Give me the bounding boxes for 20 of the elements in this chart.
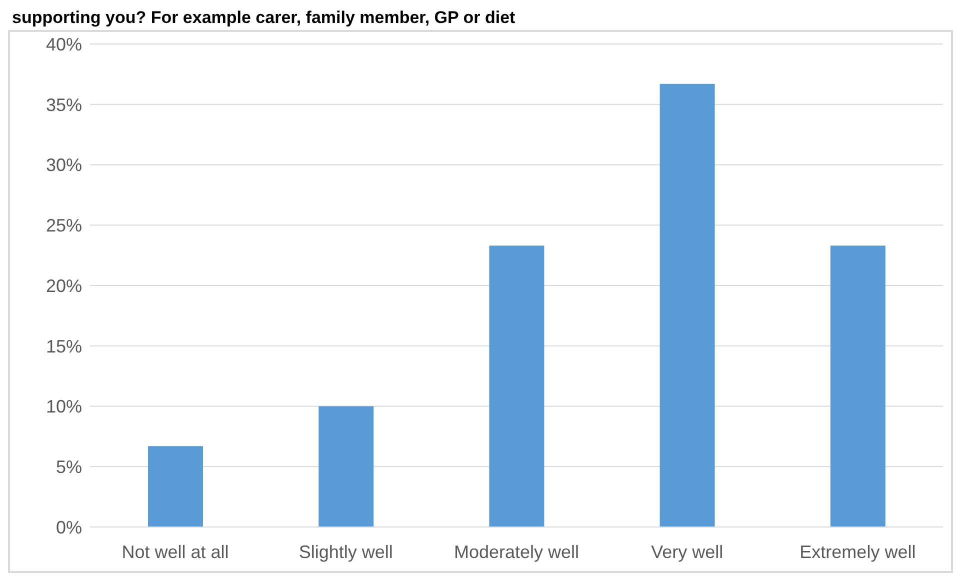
y-tick-label: 15% <box>46 336 82 356</box>
y-tick-label: 0% <box>56 517 82 538</box>
x-tick-label: Very well <box>651 542 724 562</box>
chart-title: supporting you? For example carer, family member, GP or diet <box>12 8 516 28</box>
bar <box>489 246 544 527</box>
x-tick-label: Not well at all <box>122 542 229 562</box>
bar <box>318 406 374 527</box>
y-tick-label: 25% <box>46 216 82 236</box>
y-tick-label: 20% <box>46 276 82 296</box>
y-tick-label: 5% <box>56 457 82 478</box>
x-tick-label: Extremely well <box>800 542 916 562</box>
y-tick-label: 10% <box>46 396 82 417</box>
x-tick-label: Slightly well <box>298 542 393 562</box>
bar <box>148 446 203 527</box>
y-tick-label: 40% <box>46 34 82 54</box>
y-tick-label: 30% <box>46 155 82 176</box>
x-tick-label: Moderately well <box>454 542 580 562</box>
y-tick-label: 35% <box>46 94 82 115</box>
bar <box>660 84 715 527</box>
bar <box>830 246 886 527</box>
